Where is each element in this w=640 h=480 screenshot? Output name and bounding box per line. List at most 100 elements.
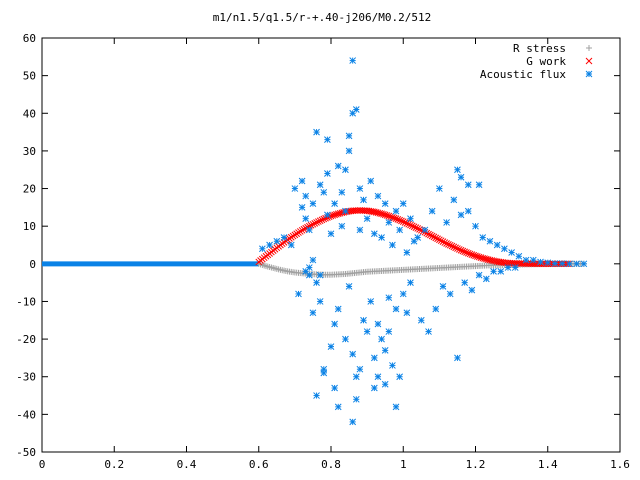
data-point: [381, 200, 389, 207]
data-point: [331, 211, 338, 219]
data-point: [352, 395, 360, 403]
data-point: [320, 188, 328, 196]
data-point: [268, 248, 275, 256]
data-point: [437, 237, 445, 245]
data-point: [472, 252, 479, 260]
data-point: [345, 147, 353, 155]
data-point: [275, 243, 282, 250]
data-point: [511, 264, 519, 271]
legend-label: Acoustic flux: [480, 68, 566, 81]
data-point: [385, 212, 393, 220]
y-tick-label: -40: [16, 408, 36, 421]
data-point: [381, 211, 389, 219]
data-point: [324, 211, 331, 219]
data-point: [275, 266, 282, 273]
y-tick-label: 40: [23, 107, 36, 120]
data-point: [461, 279, 469, 286]
data-point: [425, 328, 432, 335]
data-point: [448, 242, 456, 250]
data-point: [537, 258, 544, 266]
data-point: [459, 247, 467, 255]
data-point: [399, 290, 407, 298]
data-point: [434, 235, 441, 243]
data-point: [385, 328, 393, 335]
data-point: [445, 240, 452, 248]
data-point: [443, 219, 450, 226]
data-point: [302, 192, 310, 200]
y-tick-label: -30: [16, 371, 36, 384]
data-point: [311, 220, 319, 227]
data-point: [367, 207, 375, 215]
data-point: [436, 185, 443, 192]
data-point: [342, 335, 349, 343]
data-point: [331, 320, 338, 328]
data-point: [461, 248, 469, 256]
data-point: [378, 234, 385, 241]
data-point: [392, 207, 400, 215]
data-point: [374, 192, 382, 200]
data-point: [338, 222, 346, 230]
legend-marker: [586, 45, 592, 51]
data-point: [309, 220, 317, 228]
data-point: [515, 252, 523, 260]
data-marks: [42, 57, 588, 426]
x-tick-label: 1: [400, 458, 407, 471]
data-point: [356, 365, 364, 373]
data-point: [463, 249, 470, 256]
data-point: [345, 132, 353, 140]
data-point: [381, 380, 389, 388]
data-point: [260, 254, 268, 262]
data-point: [401, 219, 409, 226]
data-point: [360, 196, 367, 204]
legend-marker: [585, 57, 593, 65]
data-point: [338, 188, 346, 196]
data-point: [316, 271, 324, 279]
data-point: [298, 177, 306, 185]
data-point: [501, 245, 508, 253]
data-point: [472, 222, 479, 230]
data-point: [280, 234, 288, 241]
data-point: [315, 218, 322, 225]
data-point: [392, 215, 400, 223]
data-point: [464, 249, 472, 257]
data-point: [432, 234, 440, 242]
data-point: [380, 210, 387, 218]
x-tick-label: 0: [39, 458, 46, 471]
data-point: [370, 384, 378, 392]
data-point: [313, 219, 320, 226]
data-point: [414, 225, 422, 232]
data-point: [403, 220, 411, 227]
data-point: [378, 335, 385, 343]
data-point: [313, 128, 320, 136]
data-point: [389, 362, 396, 369]
data-point: [426, 231, 434, 239]
data-point: [479, 234, 487, 241]
data-point: [268, 264, 275, 271]
data-point: [396, 216, 403, 224]
data-point: [352, 207, 360, 214]
data-point: [327, 212, 335, 220]
data-point: [398, 217, 405, 225]
data-point: [273, 237, 281, 245]
data-point: [466, 250, 474, 258]
data-point: [457, 173, 465, 181]
data-point: [298, 204, 306, 211]
data-point: [334, 403, 342, 411]
data-point: [385, 294, 393, 302]
data-point: [407, 279, 414, 286]
data-point: [455, 246, 463, 253]
data-point: [374, 373, 382, 381]
data-point: [316, 298, 324, 305]
data-point: [399, 200, 407, 207]
data-point: [305, 226, 313, 234]
data-point: [443, 240, 450, 247]
data-point: [580, 260, 588, 268]
data-point: [410, 237, 418, 245]
data-point: [289, 232, 297, 240]
data-point: [439, 283, 447, 290]
data-point: [342, 207, 349, 215]
data-point: [475, 271, 483, 279]
x-tick-label: 0.2: [104, 458, 124, 471]
